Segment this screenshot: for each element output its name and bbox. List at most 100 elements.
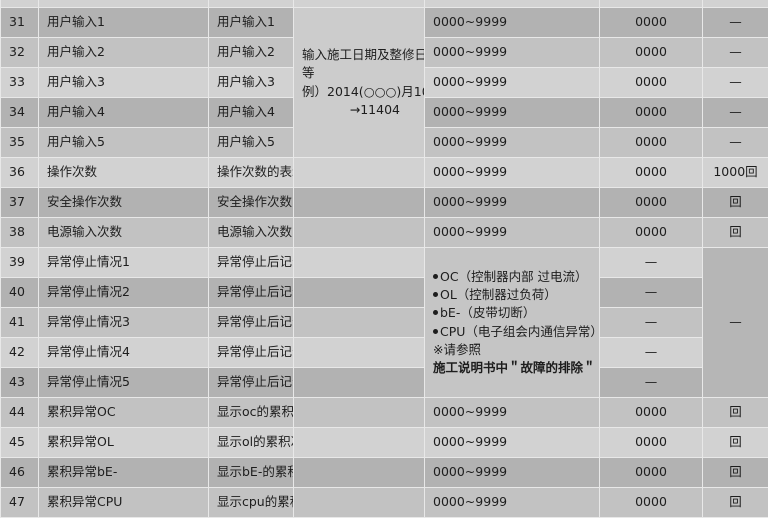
cell-no: 36 bbox=[1, 158, 39, 188]
cell-note bbox=[294, 188, 425, 218]
merged-alarm-unit-cell: — bbox=[703, 248, 768, 398]
alarm-bullet-line: CPU（电子组会内通信异常） bbox=[433, 323, 591, 341]
cell-note bbox=[294, 458, 425, 488]
cell-name: 异常停止情况2 bbox=[39, 278, 209, 308]
table-row: 43异常停止情况5异常停止后记录的表示（第5次）— bbox=[1, 368, 768, 398]
cell-desc: 显示cpu的累积次数 bbox=[209, 488, 294, 518]
merged-alarm-list-cell: OC（控制器内部 过电流）OL（控制器过负荷）bE-（皮带切断）CPU（电子组会… bbox=[425, 248, 600, 398]
alarm-bullet-line: OC（控制器内部 过电流） bbox=[433, 268, 591, 286]
cell-name: 用户输入3 bbox=[39, 68, 209, 98]
cell-no: 33 bbox=[1, 68, 39, 98]
cell-unit: 回 bbox=[703, 398, 768, 428]
cell-default: 0000 bbox=[600, 8, 703, 38]
cell-no: 41 bbox=[1, 308, 39, 338]
cell-default: 0000 bbox=[600, 128, 703, 158]
cell-no bbox=[1, 0, 39, 8]
cell-name: 异常停止情况5 bbox=[39, 368, 209, 398]
cell-no: 32 bbox=[1, 38, 39, 68]
note-line: 等 bbox=[302, 64, 416, 82]
cell-unit: — bbox=[703, 68, 768, 98]
cell-note bbox=[294, 278, 425, 308]
cell-default bbox=[600, 0, 703, 8]
cell-no: 38 bbox=[1, 218, 39, 248]
cell-no: 46 bbox=[1, 458, 39, 488]
cell-default: 0000 bbox=[600, 158, 703, 188]
cell-default: 0000 bbox=[600, 188, 703, 218]
cell-name: 用户输入4 bbox=[39, 98, 209, 128]
alarm-bullet-line: OL（控制器过负荷） bbox=[433, 286, 591, 304]
cell-name: 累积异常OL bbox=[39, 428, 209, 458]
alarm-reference-line: ※请参照 bbox=[433, 341, 591, 359]
cell-default: — bbox=[600, 368, 703, 398]
note-line-indent: →11404 bbox=[302, 101, 416, 119]
cell-range: 0000~9999 bbox=[425, 428, 600, 458]
cell-unit bbox=[703, 0, 768, 8]
cell-range: 0000~9999 bbox=[425, 128, 600, 158]
cell-default: 0000 bbox=[600, 458, 703, 488]
cell-unit: 回 bbox=[703, 488, 768, 518]
cell-note bbox=[294, 308, 425, 338]
cell-default: — bbox=[600, 338, 703, 368]
cell-range: 0000~9999 bbox=[425, 38, 600, 68]
cell-note bbox=[294, 488, 425, 518]
cell-unit: 回 bbox=[703, 428, 768, 458]
cell-unit: 回 bbox=[703, 458, 768, 488]
cell-no: 37 bbox=[1, 188, 39, 218]
cell-unit: — bbox=[703, 38, 768, 68]
cell-desc: 安全操作次数的表示 bbox=[209, 188, 294, 218]
cell-note bbox=[294, 0, 425, 8]
cell-default: — bbox=[600, 248, 703, 278]
cell-desc: 异常停止后记录的表示（第2次） bbox=[209, 278, 294, 308]
cell-desc: 用户输入5 bbox=[209, 128, 294, 158]
cell-unit: — bbox=[703, 128, 768, 158]
cell-desc: 异常停止后记录的表示（第4次） bbox=[209, 338, 294, 368]
bullet-dot-icon bbox=[433, 329, 438, 334]
cell-no: 39 bbox=[1, 248, 39, 278]
merged-note-cell: 输入施工日期及整修日等例）2014(○○○)月10→11404 bbox=[294, 8, 425, 158]
cell-default: 0000 bbox=[600, 398, 703, 428]
cell-note bbox=[294, 218, 425, 248]
cell-range: 0000~9999 bbox=[425, 68, 600, 98]
cell-range: 0000~9999 bbox=[425, 458, 600, 488]
cell-range: 0000~9999 bbox=[425, 98, 600, 128]
cell-no: 47 bbox=[1, 488, 39, 518]
cell-note bbox=[294, 338, 425, 368]
cell-default: 0000 bbox=[600, 68, 703, 98]
note-line: 例）2014(○○○)月10 bbox=[302, 83, 416, 101]
cell-unit: 1000回 bbox=[703, 158, 768, 188]
cell-name: 用户输入2 bbox=[39, 38, 209, 68]
cell-range: 0000~9999 bbox=[425, 398, 600, 428]
cell-no: 35 bbox=[1, 128, 39, 158]
table-row: 42异常停止情况4异常停止后记录的表示（第4次）— bbox=[1, 338, 768, 368]
cell-name: 累积异常bE- bbox=[39, 458, 209, 488]
cell-no: 34 bbox=[1, 98, 39, 128]
alarm-bullet-line: bE-（皮带切断） bbox=[433, 304, 591, 322]
cell-default: 0000 bbox=[600, 428, 703, 458]
cell-desc bbox=[209, 0, 294, 8]
cell-name: 异常停止情况3 bbox=[39, 308, 209, 338]
cell-desc: 显示ol的累积次数 bbox=[209, 428, 294, 458]
cell-range: 0000~9999 bbox=[425, 8, 600, 38]
cell-unit: — bbox=[703, 98, 768, 128]
cell-default: 0000 bbox=[600, 488, 703, 518]
cell-name: 累积异常CPU bbox=[39, 488, 209, 518]
cell-desc: 用户输入1 bbox=[209, 8, 294, 38]
cell-desc: 显示oc的累积次数 bbox=[209, 398, 294, 428]
table-row-partial bbox=[1, 0, 768, 8]
cell-no: 44 bbox=[1, 398, 39, 428]
cell-range: 0000~9999 bbox=[425, 158, 600, 188]
cell-range: 0000~9999 bbox=[425, 488, 600, 518]
cell-name bbox=[39, 0, 209, 8]
cell-name: 操作次数 bbox=[39, 158, 209, 188]
cell-desc: 异常停止后记录的表示（第3次） bbox=[209, 308, 294, 338]
cell-name: 用户输入5 bbox=[39, 128, 209, 158]
